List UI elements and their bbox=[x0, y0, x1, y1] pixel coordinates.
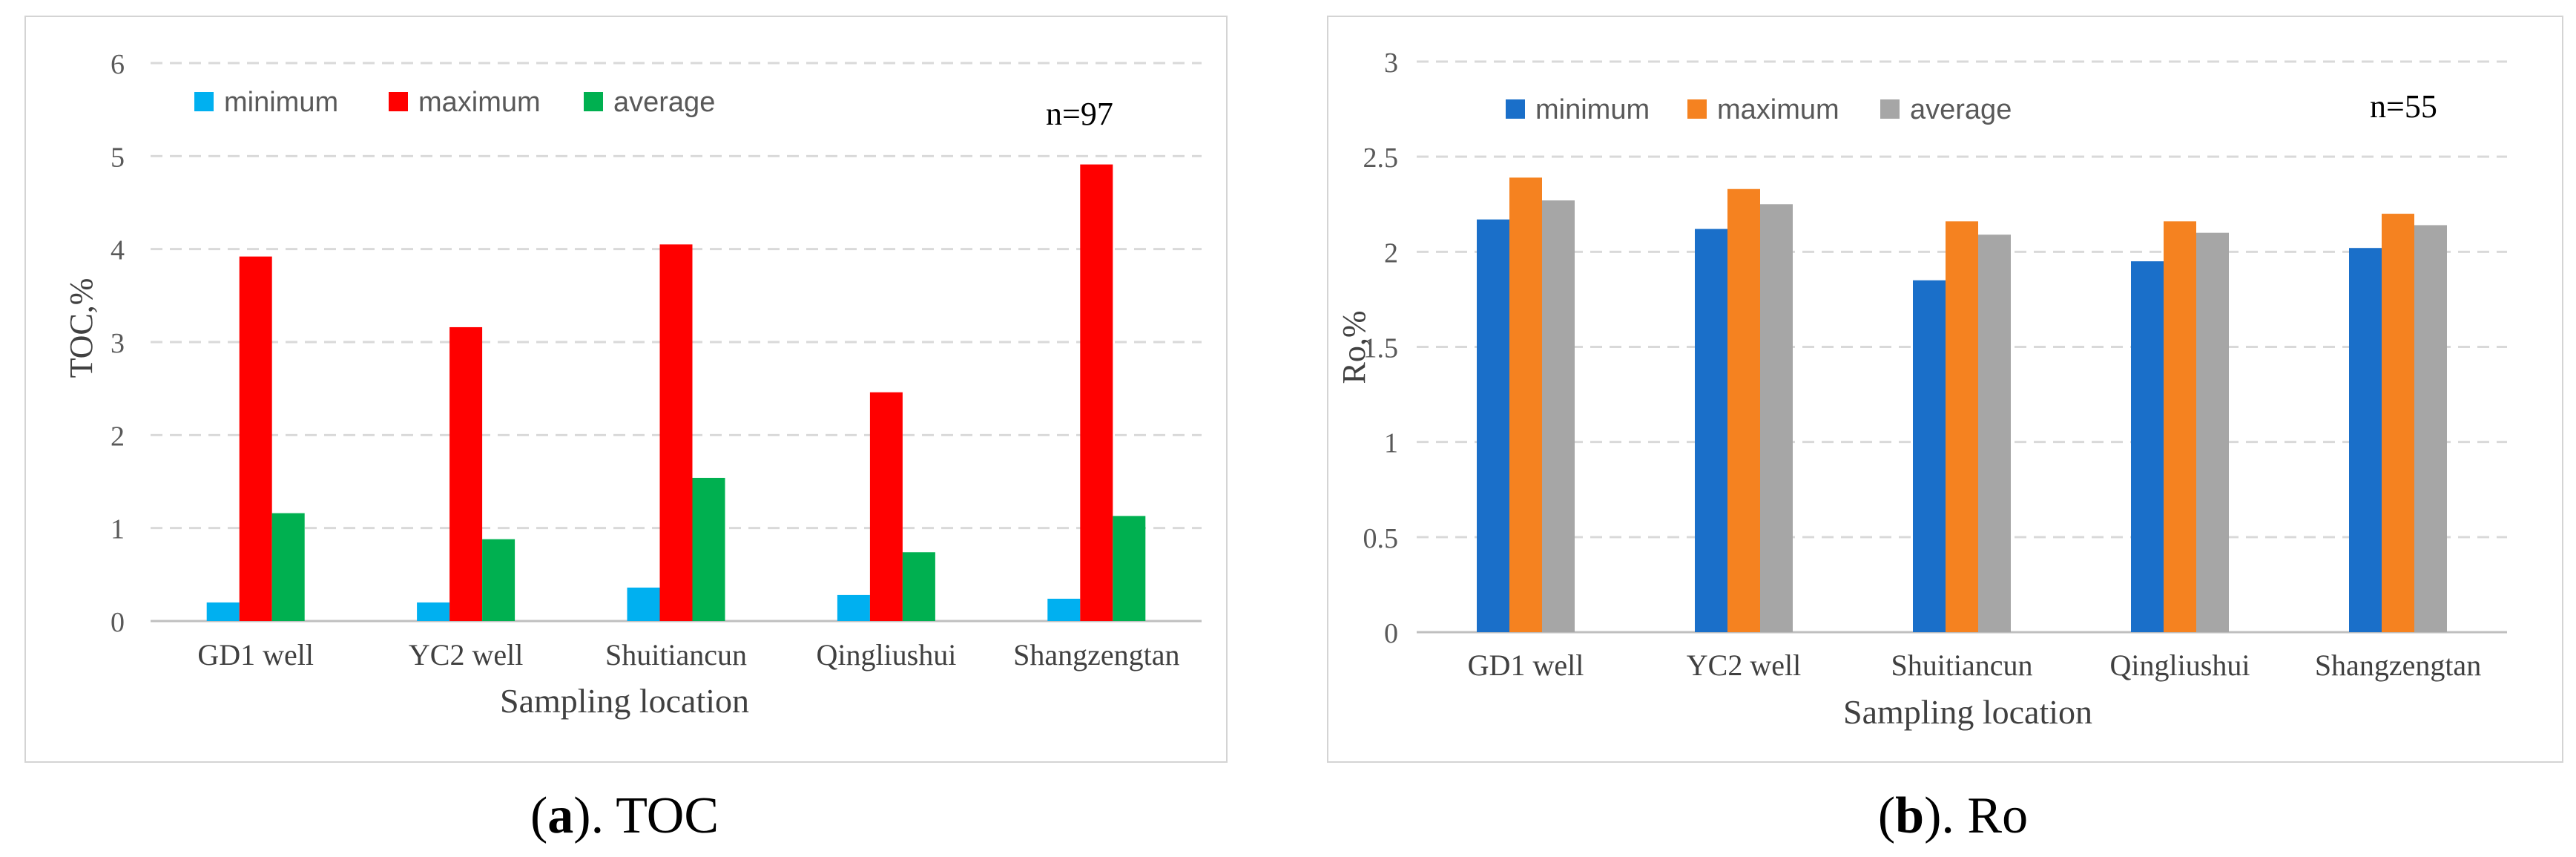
legend-swatch-maximum bbox=[389, 92, 408, 111]
legend-label-maximum: maximum bbox=[1717, 94, 1839, 125]
y-tick-label: 1 bbox=[111, 514, 125, 545]
x-tick-label: Shuitiancun bbox=[1891, 649, 2032, 682]
caption-label: b bbox=[1895, 787, 1924, 844]
bar-maximum-shuitiancun bbox=[659, 244, 693, 621]
bar-minimum-gd1-well bbox=[1477, 219, 1509, 632]
bar-minimum-shuitiancun bbox=[1913, 280, 1946, 632]
toc-chart: 0 1 2 3 4 5 6 GD1 well YC2 well Shuitiancun Qingli… bbox=[24, 16, 1228, 844]
bar-maximum-yc2-well bbox=[449, 326, 483, 621]
x-tick-label: Shuitiancun bbox=[605, 638, 747, 672]
figure-caption: (a). TOC bbox=[530, 787, 719, 844]
bar-average-yc2-well bbox=[1760, 204, 1793, 632]
y-tick-label: 0 bbox=[111, 607, 125, 638]
bar-average-qingliushui bbox=[2196, 232, 2229, 632]
legend-swatch-maximum bbox=[1687, 99, 1707, 119]
bar-maximum-shangzengtan bbox=[1080, 164, 1113, 621]
y-tick-label: 4 bbox=[111, 235, 125, 266]
caption-label: a bbox=[547, 787, 573, 844]
bar-maximum-yc2-well bbox=[1727, 188, 1760, 632]
chart-panel-toc: 0 1 2 3 4 5 6 GD1 well YC2 well Shuitiancun Qingli… bbox=[0, 0, 1254, 857]
y-tick-label: 3 bbox=[111, 328, 125, 359]
y-tick-label: 0.5 bbox=[1363, 523, 1399, 554]
bar-minimum-qingliushui bbox=[2131, 261, 2164, 632]
legend-swatch-minimum bbox=[194, 92, 214, 111]
bar-average-shangzengtan bbox=[2414, 225, 2447, 632]
bar-average-gd1-well bbox=[271, 513, 305, 621]
x-axis-title: Sampling location bbox=[500, 682, 749, 720]
ro-chart: 0 0.5 1 1.5 2 2.5 3 GD1 well YC2 well Shuitiancun… bbox=[1327, 16, 2563, 844]
bar-minimum-shangzengtan bbox=[2349, 248, 2382, 632]
chart-panel-ro: 0 0.5 1 1.5 2 2.5 3 GD1 well YC2 well Shuitiancun… bbox=[1320, 0, 2576, 857]
bar-maximum-gd1-well bbox=[239, 256, 272, 621]
bar-maximum-gd1-well bbox=[1509, 177, 1542, 632]
y-tick-label: 1 bbox=[1384, 428, 1398, 459]
y-tick-label: 2.5 bbox=[1363, 142, 1399, 174]
figure-caption: (b). Ro bbox=[1878, 787, 2028, 844]
bar-minimum-yc2-well bbox=[1695, 229, 1727, 632]
chart-annotation: n=55 bbox=[2370, 88, 2437, 125]
bar-maximum-shangzengtan bbox=[2382, 214, 2414, 633]
chart-annotation: n=97 bbox=[1046, 96, 1113, 132]
bar-minimum-shangzengtan bbox=[1047, 598, 1081, 621]
y-tick-label: 6 bbox=[111, 49, 125, 80]
legend-swatch-minimum bbox=[1506, 99, 1525, 119]
x-tick-label: Qingliushui bbox=[816, 638, 956, 672]
x-tick-label: Shangzengtan bbox=[2315, 649, 2481, 682]
bar-minimum-gd1-well bbox=[206, 602, 240, 621]
y-tick-label: 3 bbox=[1384, 47, 1398, 79]
bar-average-yc2-well bbox=[482, 539, 515, 621]
legend-swatch-average bbox=[1880, 99, 1900, 119]
legend-label-average: average bbox=[613, 87, 715, 118]
x-tick-label: GD1 well bbox=[1468, 649, 1584, 682]
legend-label-minimum: minimum bbox=[224, 87, 338, 118]
y-tick-label: 2 bbox=[1384, 237, 1398, 269]
y-tick-label: 5 bbox=[111, 142, 125, 173]
bar-minimum-yc2-well bbox=[417, 602, 450, 621]
x-tick-label: Shangzengtan bbox=[1013, 638, 1179, 672]
x-tick-label: YC2 well bbox=[409, 638, 523, 672]
bar-maximum-shuitiancun bbox=[1946, 221, 1978, 632]
x-tick-label: Qingliushui bbox=[2110, 649, 2250, 682]
bar-maximum-qingliushui bbox=[869, 392, 903, 621]
bar-average-gd1-well bbox=[1542, 200, 1575, 633]
bar-minimum-shuitiancun bbox=[627, 587, 660, 621]
bar-average-shuitiancun bbox=[1978, 234, 2011, 633]
bar-minimum-qingliushui bbox=[837, 594, 870, 621]
y-tick-label: 0 bbox=[1384, 618, 1398, 649]
bar-maximum-qingliushui bbox=[2164, 221, 2196, 632]
x-tick-label: GD1 well bbox=[197, 638, 314, 672]
y-tick-label: 1.5 bbox=[1363, 333, 1399, 364]
legend-label-minimum: minimum bbox=[1535, 94, 1650, 125]
y-tick-label: 2 bbox=[111, 421, 125, 452]
caption-text: . TOC bbox=[591, 787, 719, 844]
x-axis-title: Sampling location bbox=[1843, 693, 2092, 731]
legend-swatch-average bbox=[584, 92, 603, 111]
bar-average-shangzengtan bbox=[1113, 516, 1146, 621]
legend-label-average: average bbox=[1910, 94, 2012, 125]
y-axis-title: Ro,% bbox=[1336, 311, 1372, 384]
caption-text: . Ro bbox=[1941, 787, 2028, 844]
bar-average-shuitiancun bbox=[692, 477, 725, 621]
bar-average-qingliushui bbox=[902, 552, 935, 621]
y-axis-title: TOC,% bbox=[63, 278, 99, 378]
chart-frame bbox=[24, 16, 1228, 763]
legend-label-maximum: maximum bbox=[418, 87, 541, 118]
x-tick-label: YC2 well bbox=[1687, 649, 1801, 682]
